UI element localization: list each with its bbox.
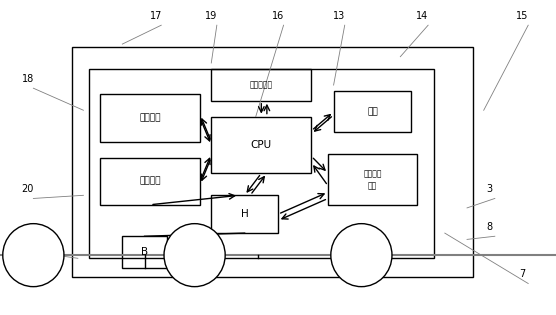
- Text: 21: 21: [22, 238, 34, 248]
- Text: 14: 14: [416, 11, 429, 21]
- Text: 18: 18: [22, 74, 34, 84]
- Text: H: H: [241, 209, 249, 219]
- Text: 8: 8: [486, 222, 493, 232]
- Text: 电流控制
模块: 电流控制 模块: [363, 169, 382, 190]
- Ellipse shape: [3, 224, 64, 287]
- Text: 采样模块: 采样模块: [140, 177, 161, 186]
- Text: 16: 16: [272, 11, 284, 21]
- Text: CPU: CPU: [251, 140, 272, 150]
- Ellipse shape: [331, 224, 392, 287]
- Text: 17: 17: [150, 11, 162, 21]
- Text: 19: 19: [205, 11, 217, 21]
- Text: 3: 3: [486, 184, 493, 194]
- Ellipse shape: [164, 224, 225, 287]
- Text: 指示灯显示: 指示灯显示: [250, 81, 273, 89]
- Text: B: B: [141, 247, 148, 257]
- Text: 20: 20: [22, 184, 34, 194]
- Text: BMU: BMU: [340, 256, 365, 266]
- Text: 15: 15: [517, 11, 529, 21]
- Text: 13: 13: [333, 11, 345, 21]
- Text: 存储: 存储: [367, 107, 378, 116]
- Text: 通讯模块: 通讯模块: [140, 114, 161, 123]
- Text: 7: 7: [519, 269, 526, 279]
